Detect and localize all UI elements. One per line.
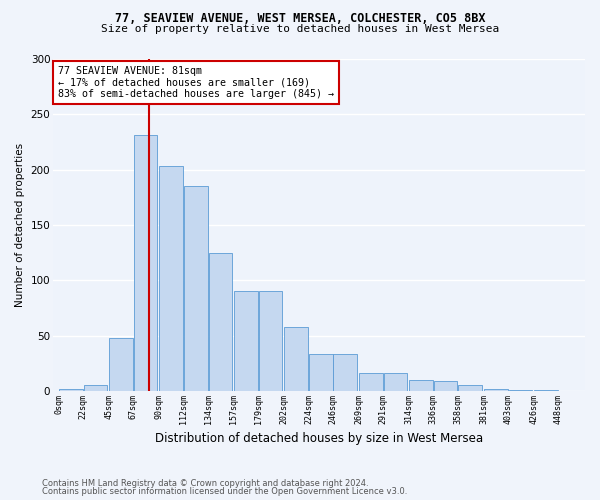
Text: Contains public sector information licensed under the Open Government Licence v3: Contains public sector information licen… (42, 487, 407, 496)
Text: Size of property relative to detached houses in West Mersea: Size of property relative to detached ho… (101, 24, 499, 34)
Bar (284, 326, 308, 391)
Text: 77, SEAVIEW AVENUE, WEST MERSEA, COLCHESTER, CO5 8BX: 77, SEAVIEW AVENUE, WEST MERSEA, COLCHES… (115, 12, 485, 26)
X-axis label: Distribution of detached houses by size in West Mersea: Distribution of detached houses by size … (155, 432, 483, 445)
Bar (383, 373, 407, 391)
Bar (534, 390, 558, 391)
Bar (109, 338, 133, 391)
Bar (434, 381, 457, 391)
Bar (209, 252, 232, 391)
Text: Contains HM Land Registry data © Crown copyright and database right 2024.: Contains HM Land Registry data © Crown c… (42, 478, 368, 488)
Bar (83, 386, 107, 391)
Bar (134, 136, 157, 391)
Bar (160, 166, 183, 391)
Bar (458, 386, 482, 391)
Bar (359, 373, 383, 391)
Y-axis label: Number of detached properties: Number of detached properties (15, 143, 25, 307)
Bar (409, 380, 433, 391)
Bar (184, 186, 208, 391)
Bar (484, 388, 508, 391)
Bar (309, 354, 332, 391)
Text: 77 SEAVIEW AVENUE: 81sqm
← 17% of detached houses are smaller (169)
83% of semi-: 77 SEAVIEW AVENUE: 81sqm ← 17% of detach… (58, 66, 334, 99)
Bar (334, 354, 357, 391)
Bar (509, 390, 532, 391)
Bar (59, 388, 83, 391)
Bar (234, 292, 258, 391)
Bar (259, 292, 283, 391)
